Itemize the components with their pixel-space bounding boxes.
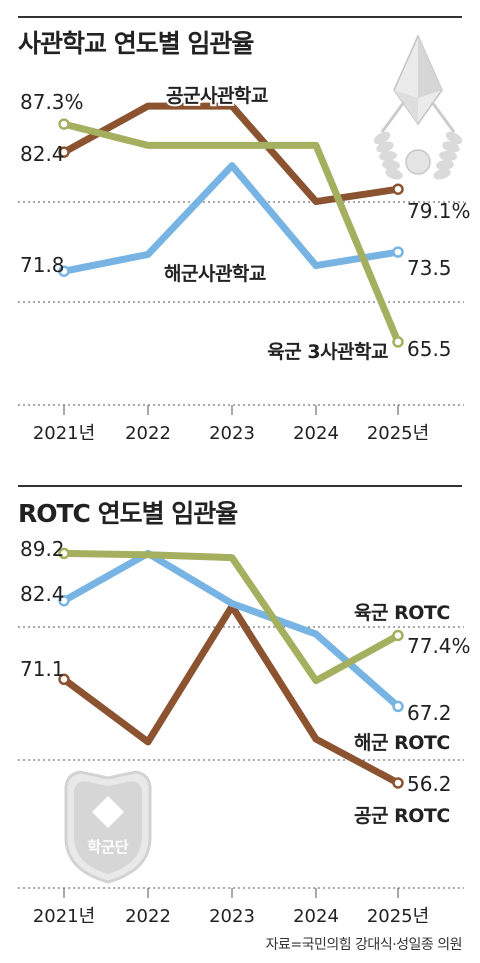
series-point-airforce xyxy=(58,146,70,158)
series-name-label: 육군 3사관학교 xyxy=(267,341,388,363)
panel1-title: 사관학교 연도별 임관율 xyxy=(18,29,254,58)
end-value-label: 67.2 xyxy=(407,701,452,725)
series-point-navy xyxy=(392,700,404,713)
army-emblem-icon xyxy=(373,34,463,180)
series-point-airforce xyxy=(392,777,404,789)
panel2-title: ROTC 연도별 임관율 xyxy=(18,499,238,528)
x-tick-label: 2022 xyxy=(125,423,171,444)
series-line-army xyxy=(63,549,400,685)
series-name-label: 해군사관학교 xyxy=(164,263,266,285)
series-point-airforce xyxy=(392,183,404,195)
start-value-label: 82.4 xyxy=(20,582,65,606)
x-tick-label: 2023 xyxy=(209,423,255,444)
end-value-label: 56.2 xyxy=(407,772,452,796)
series-line-navy xyxy=(62,549,401,710)
end-value-label: 73.5 xyxy=(407,256,452,280)
x-tick-label: 2022 xyxy=(125,906,171,927)
start-value-label: 87.3% xyxy=(20,90,84,114)
rotc-emblem-icon: 학군단 xyxy=(64,770,152,884)
end-value-label: 65.5 xyxy=(407,337,452,361)
series-line-army xyxy=(63,120,402,344)
series-point-navy xyxy=(392,246,404,258)
series-line-airforce xyxy=(61,602,400,787)
x-tick-label: 2024 xyxy=(293,906,339,927)
panel2-chart: 2021년 2022 2023 2024 2025년 학군단 89.2 77.4% 육군 ROT… xyxy=(18,537,471,927)
panel2-top-rule xyxy=(18,485,462,487)
series-point-navy xyxy=(58,265,70,277)
x-tick-label: 2023 xyxy=(209,906,255,927)
start-value-label: 71.1 xyxy=(20,657,65,681)
series-name-label: 공군사관학교 xyxy=(166,85,268,107)
x-tick-label: 2024 xyxy=(293,423,339,444)
x-tick-label: 2025년 xyxy=(367,423,429,444)
panel1-chart: 2021년 2022 2023 2024 2025년 87.3% 65.5 육군 3사관학교 8… xyxy=(18,34,471,444)
x-tick-label: 2025년 xyxy=(367,906,429,927)
series-name-label: 해군 ROTC xyxy=(354,732,450,754)
series-point-airforce xyxy=(58,673,70,686)
end-value-label: 79.1% xyxy=(407,199,471,223)
series-point-army xyxy=(392,629,404,642)
series-line-airforce xyxy=(62,102,399,206)
source-note: 자료=국민의힘 강대식·성일종 의원 xyxy=(265,937,463,953)
start-value-label: 82.4 xyxy=(20,142,65,166)
series-point-army xyxy=(58,547,70,560)
x-tick-label: 2021년 xyxy=(33,423,95,444)
panel1-top-rule xyxy=(18,16,462,18)
series-line-navy xyxy=(63,162,399,275)
start-value-label: 89.2 xyxy=(20,537,65,561)
series-name-label: 육군 ROTC xyxy=(354,602,450,624)
x-tick-label: 2021년 xyxy=(33,906,95,927)
series-point-army xyxy=(58,118,70,130)
rotc-emblem-text: 학군단 xyxy=(87,838,129,856)
end-value-label: 77.4% xyxy=(407,634,471,658)
series-name-label: 공군 ROTC xyxy=(354,805,450,827)
start-value-label: 71.8 xyxy=(20,253,65,277)
series-point-navy xyxy=(58,594,70,607)
series-point-army xyxy=(392,336,404,348)
